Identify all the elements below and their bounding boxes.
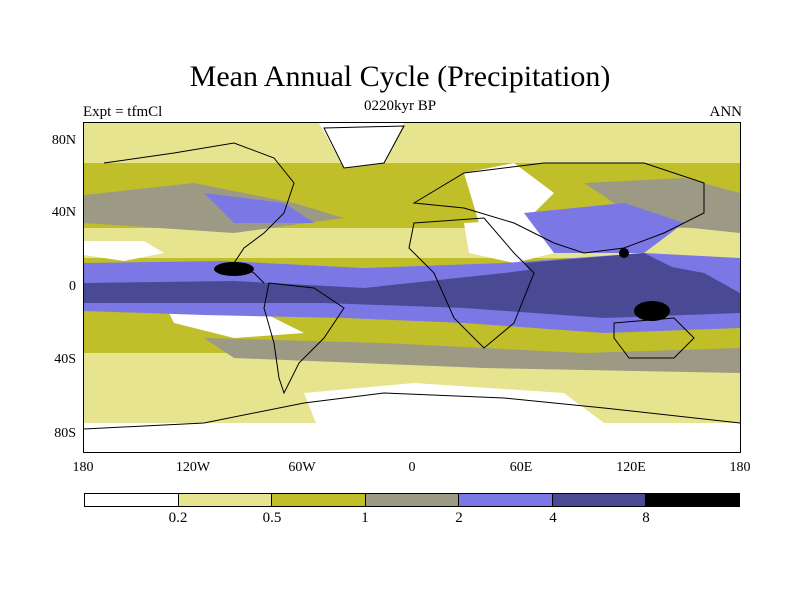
antarctica-coast [84,392,740,430]
greenland-dry [319,123,404,168]
colorbar-label-2: 1 [361,510,369,526]
maritime-extreme [634,301,670,321]
x-tick-60w: 60W [288,460,316,475]
npacific-dry [84,241,164,261]
antarctic-dry-strip [84,423,740,452]
x-tick-60e: 60E [509,460,533,475]
season-label: ANN [709,104,743,120]
storm-track-south [204,338,740,373]
band-north-pale [84,123,740,163]
colorbar-label-0: 0.2 [168,510,188,526]
australia-coast [613,317,695,359]
colorbar-seg-0 [85,494,179,506]
asia-grey [584,178,740,233]
y-tick-0: 0 [69,279,76,294]
colorbar [84,493,740,507]
y-tick-80n: 80N [51,133,76,148]
x-tick-120e: 120E [616,460,646,475]
colorbar-seg-1 [178,494,273,506]
scs-extreme [619,248,629,258]
precipitation-map [83,122,741,453]
chart-title: Mean Annual Cycle (Precipitation) [189,60,611,93]
warm-pool [524,253,684,303]
colorbar-seg-2 [272,494,366,506]
y-tick-40n: 40N [51,205,76,220]
epacific-extreme [214,262,254,276]
y-tick-80s: 80S [54,426,76,441]
eurasia-coast [412,162,705,254]
greenland-coast [323,125,405,169]
x-tick-180w: 180 [72,460,94,475]
colorbar-seg-5 [552,494,647,506]
colorbar-label-4: 4 [549,510,557,526]
experiment-label: Expt = tfmCl [83,104,163,120]
x-tick-180e: 180 [729,460,751,475]
africa-coast [408,217,535,349]
x-tick-120w: 120W [175,460,211,475]
chart-subtitle: 0220kyr BP [363,98,437,114]
colorbar-seg-3 [365,494,460,506]
gulfstream-blue [204,193,314,223]
colorbar-label-5: 8 [642,510,650,526]
colorbar-seg-6 [646,494,740,506]
arctic-dry [464,163,554,223]
colorbar-seg-4 [459,494,553,506]
north-america-coast [103,142,295,284]
y-tick-40s: 40S [54,352,76,367]
colorbar-label-1: 0.5 [262,510,282,526]
x-tick-0: 0 [408,460,416,475]
south-america-coast [263,282,345,395]
coastlines [84,125,740,430]
colorbar-label-3: 2 [455,510,463,526]
